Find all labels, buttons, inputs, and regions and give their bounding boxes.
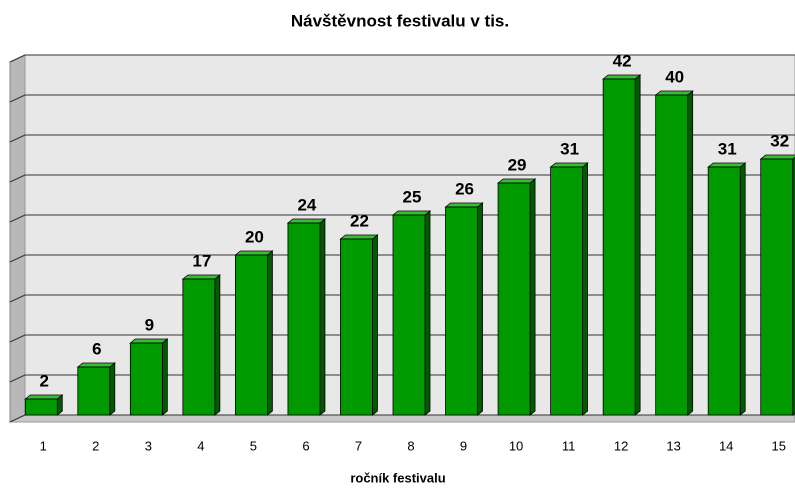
bar-side (424, 210, 431, 416)
value-label: 22 (350, 211, 369, 230)
x-tick-label: 10 (509, 438, 523, 453)
x-tick-label: 4 (197, 438, 204, 453)
grid-line-side (9, 334, 26, 343)
bar-top (496, 178, 537, 184)
chart-title: Návštěvnost festivalu v tis. (291, 11, 509, 30)
value-label: 32 (770, 131, 789, 150)
bar-top (339, 234, 379, 240)
grid-line-side (9, 54, 26, 63)
bar-side (739, 162, 746, 416)
bar (497, 182, 531, 416)
bar (655, 94, 689, 416)
bar-side (687, 90, 694, 416)
bar-top (444, 202, 484, 208)
value-label: 6 (92, 339, 101, 358)
bar-side (477, 202, 483, 416)
x-tick-label: 1 (40, 438, 47, 453)
value-label: 9 (145, 315, 154, 334)
bar-side (372, 234, 378, 416)
bar-top (601, 74, 642, 80)
x-tick-label: 14 (719, 438, 733, 453)
bar (287, 222, 321, 416)
bar-side (319, 218, 326, 416)
bar-side (266, 250, 273, 416)
value-label: 24 (297, 195, 316, 214)
grid-line-side (9, 254, 26, 263)
x-tick-label: 2 (92, 438, 99, 453)
bar (707, 166, 741, 416)
value-label: 31 (718, 139, 737, 158)
x-axis-label: ročník festivalu (350, 470, 445, 485)
bar (129, 342, 163, 416)
bar (182, 278, 216, 416)
bar-top (654, 90, 694, 96)
x-tick-label: 6 (302, 438, 309, 453)
value-label: 26 (455, 179, 474, 198)
bar (392, 214, 426, 416)
bar-side (529, 178, 536, 416)
bar (77, 366, 111, 416)
bar-top (286, 218, 327, 224)
x-tick-label: 9 (460, 438, 467, 453)
bar-side (634, 74, 641, 416)
bar-top (549, 162, 589, 168)
bar-side (214, 274, 221, 416)
x-tick-label: 12 (614, 438, 628, 453)
bar-top (181, 274, 222, 280)
bar-side (161, 338, 168, 416)
x-tick-label: 3 (145, 438, 152, 453)
x-tick-label: 15 (771, 438, 785, 453)
grid-line-side (9, 94, 26, 103)
bar-top (24, 394, 64, 400)
value-label: 17 (192, 251, 211, 270)
floor (9, 414, 795, 423)
bar-side (582, 162, 588, 416)
x-tick-label: 7 (355, 438, 362, 453)
bar (760, 158, 794, 416)
grid-line-side (9, 294, 26, 303)
bar-top (759, 154, 795, 160)
value-label: 25 (403, 187, 422, 206)
x-tick-label: 13 (666, 438, 680, 453)
grid-line-side (9, 374, 26, 383)
bar-top (707, 162, 747, 168)
bar-top (391, 210, 432, 216)
bar (550, 166, 583, 416)
x-tick-label: 11 (562, 438, 576, 453)
bar (602, 78, 636, 416)
x-tick-label: 5 (250, 438, 257, 453)
bar (445, 206, 478, 416)
x-tick-label: 8 (407, 438, 414, 453)
grid-line-side (9, 174, 26, 183)
bar (234, 254, 268, 416)
side-wall (9, 54, 26, 423)
bar (340, 238, 373, 416)
value-label: 31 (560, 139, 579, 158)
bar-top (76, 362, 116, 368)
grid-line-side (9, 214, 26, 223)
bar-top (129, 338, 169, 344)
value-label: 2 (40, 371, 49, 390)
value-label: 40 (665, 67, 684, 86)
value-label: 42 (613, 51, 632, 70)
value-label: 29 (508, 155, 527, 174)
bar-side (109, 362, 116, 416)
value-label: 20 (245, 227, 264, 246)
grid-line-side (9, 134, 26, 143)
grid-line-side (9, 414, 26, 423)
bar (24, 398, 58, 416)
bar-top (234, 250, 274, 256)
